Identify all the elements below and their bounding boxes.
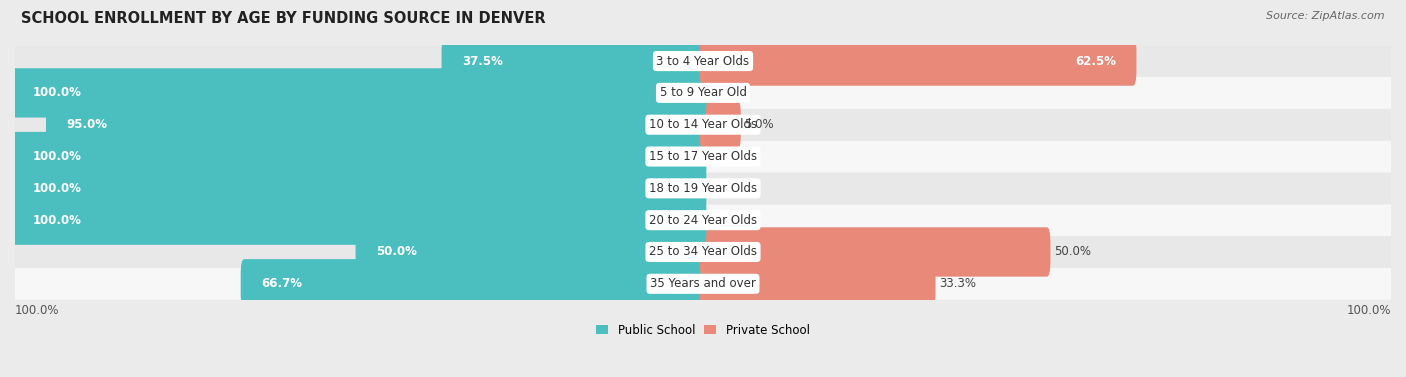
FancyBboxPatch shape (15, 236, 1391, 268)
FancyBboxPatch shape (700, 37, 1136, 86)
FancyBboxPatch shape (15, 141, 1391, 172)
FancyBboxPatch shape (240, 259, 706, 308)
FancyBboxPatch shape (11, 68, 706, 118)
FancyBboxPatch shape (15, 77, 1391, 109)
FancyBboxPatch shape (46, 100, 706, 149)
Text: 5 to 9 Year Old: 5 to 9 Year Old (659, 86, 747, 100)
FancyBboxPatch shape (11, 132, 706, 181)
Text: 18 to 19 Year Olds: 18 to 19 Year Olds (650, 182, 756, 195)
FancyBboxPatch shape (700, 259, 935, 308)
FancyBboxPatch shape (15, 109, 1391, 141)
FancyBboxPatch shape (356, 227, 706, 277)
FancyBboxPatch shape (700, 100, 741, 149)
Legend: Public School, Private School: Public School, Private School (596, 324, 810, 337)
Text: 50.0%: 50.0% (377, 245, 418, 259)
Text: 95.0%: 95.0% (66, 118, 108, 131)
Text: 50.0%: 50.0% (1054, 245, 1091, 259)
Text: 15 to 17 Year Olds: 15 to 17 Year Olds (650, 150, 756, 163)
Text: Source: ZipAtlas.com: Source: ZipAtlas.com (1267, 11, 1385, 21)
FancyBboxPatch shape (15, 204, 1391, 236)
Text: 100.0%: 100.0% (32, 214, 82, 227)
Text: 10 to 14 Year Olds: 10 to 14 Year Olds (650, 118, 756, 131)
Text: 100.0%: 100.0% (32, 86, 82, 100)
FancyBboxPatch shape (15, 172, 1391, 204)
FancyBboxPatch shape (441, 37, 706, 86)
FancyBboxPatch shape (11, 196, 706, 245)
Text: 3 to 4 Year Olds: 3 to 4 Year Olds (657, 55, 749, 67)
Text: 62.5%: 62.5% (1074, 55, 1116, 67)
Text: 37.5%: 37.5% (463, 55, 503, 67)
Text: 33.3%: 33.3% (939, 277, 976, 290)
Text: 5.0%: 5.0% (744, 118, 773, 131)
Text: 100.0%: 100.0% (32, 150, 82, 163)
Text: 100.0%: 100.0% (15, 303, 59, 317)
Text: 66.7%: 66.7% (262, 277, 302, 290)
Text: 20 to 24 Year Olds: 20 to 24 Year Olds (650, 214, 756, 227)
FancyBboxPatch shape (11, 164, 706, 213)
Text: SCHOOL ENROLLMENT BY AGE BY FUNDING SOURCE IN DENVER: SCHOOL ENROLLMENT BY AGE BY FUNDING SOUR… (21, 11, 546, 26)
FancyBboxPatch shape (15, 268, 1391, 300)
Text: 35 Years and over: 35 Years and over (650, 277, 756, 290)
FancyBboxPatch shape (15, 45, 1391, 77)
Text: 25 to 34 Year Olds: 25 to 34 Year Olds (650, 245, 756, 259)
Text: 100.0%: 100.0% (32, 182, 82, 195)
FancyBboxPatch shape (700, 227, 1050, 277)
Text: 100.0%: 100.0% (1347, 303, 1391, 317)
